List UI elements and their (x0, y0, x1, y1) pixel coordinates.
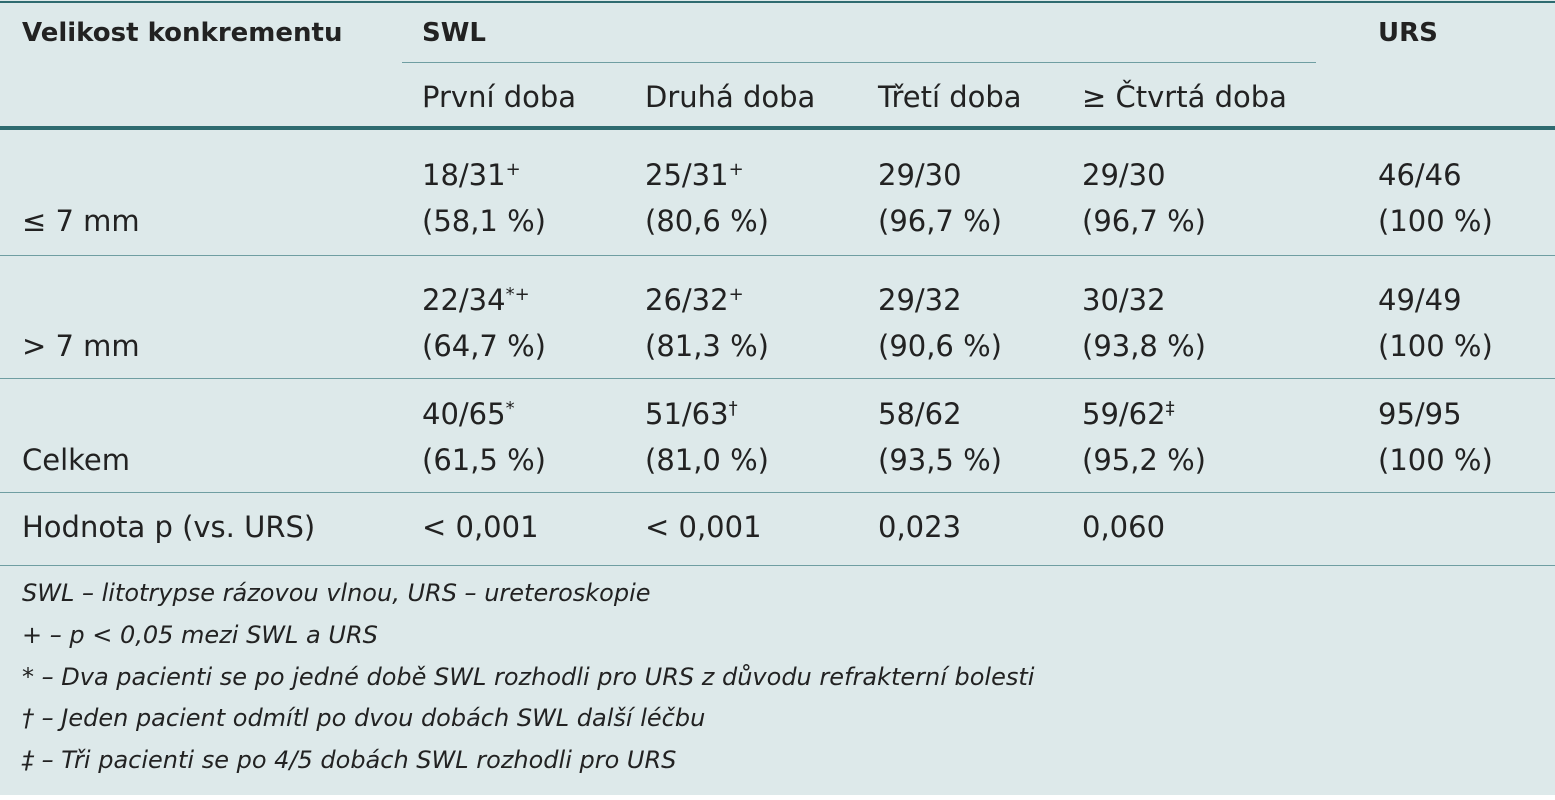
cell-percent: (64,7 %) (422, 329, 546, 363)
count: 59/62 (1082, 397, 1166, 431)
cell-count: 30/32 (1082, 283, 1166, 317)
cell-count: 59/62‡ (1082, 397, 1175, 431)
p-value: 0,023 (878, 510, 962, 544)
count: 29/30 (1082, 158, 1166, 192)
footnote: SWL – litotrypse rázovou vlnou, URS – ur… (22, 579, 651, 607)
note-mark: † (728, 398, 738, 419)
count: 51/63 (645, 397, 729, 431)
footnote: * – Dva pacienti se po jedné době SWL ro… (22, 662, 1035, 691)
count: 58/62 (878, 397, 962, 431)
footnote: ‡ – Tři pacienti se po 4/5 dobách SWL ro… (22, 746, 677, 775)
row-label: ≤ 7 mm (22, 204, 140, 238)
cell-percent: (100 %) (1378, 443, 1493, 477)
row-rule (0, 492, 1555, 493)
cell-count: 49/49 (1378, 283, 1462, 317)
count: 49/49 (1378, 283, 1462, 317)
header-rule (0, 126, 1555, 130)
note-mark: + (728, 284, 744, 305)
p-value: < 0,001 (645, 510, 762, 544)
cell-percent: (81,0 %) (645, 443, 769, 477)
count: 25/31 (645, 158, 729, 192)
cell-count: 58/62 (878, 397, 962, 431)
count: 30/32 (1082, 283, 1166, 317)
row-label: Celkem (22, 443, 130, 477)
cell-percent: (58,1 %) (422, 204, 546, 238)
row-label: Hodnota p (vs. URS) (22, 510, 316, 544)
count: 22/34 (422, 283, 506, 317)
count: 40/65 (422, 397, 506, 431)
cell-count: 51/63† (645, 397, 738, 431)
cell-percent: (100 %) (1378, 329, 1493, 363)
cell-percent: (61,5 %) (422, 443, 546, 477)
note-mark: *+ (505, 284, 530, 305)
session-header: ≥ Čtvrtá doba (1082, 80, 1287, 114)
cell-count: 40/65* (422, 397, 515, 431)
cell-count: 46/46 (1378, 158, 1462, 192)
cell-percent: (93,5 %) (878, 443, 1002, 477)
swl-underline (402, 62, 1316, 63)
count: 29/30 (878, 158, 962, 192)
count: 26/32 (645, 283, 729, 317)
footnote: + – p < 0,05 mezi SWL a URS (22, 620, 378, 649)
header-swl: SWL (422, 18, 486, 48)
session-header: Druhá doba (645, 80, 816, 114)
count: 18/31 (422, 158, 506, 192)
count: 46/46 (1378, 158, 1462, 192)
cell-count: 25/31+ (645, 158, 744, 192)
cell-count: 18/31+ (422, 158, 521, 192)
row-rule (0, 255, 1555, 256)
note-mark: ‡ (1165, 398, 1175, 419)
cell-count: 26/32+ (645, 283, 744, 317)
header-urs: URS (1378, 18, 1438, 48)
cell-count: 22/34*+ (422, 283, 530, 317)
cell-percent: (93,8 %) (1082, 329, 1206, 363)
cell-percent: (96,7 %) (1082, 204, 1206, 238)
cell-count: 29/30 (1082, 158, 1166, 192)
top-border (0, 1, 1555, 3)
cell-percent: (100 %) (1378, 204, 1493, 238)
count: 95/95 (1378, 397, 1462, 431)
cell-percent: (95,2 %) (1082, 443, 1206, 477)
cell-count: 29/30 (878, 158, 962, 192)
row-label: > 7 mm (22, 329, 140, 363)
note-mark: + (728, 159, 744, 180)
cell-percent: (90,6 %) (878, 329, 1002, 363)
cell-count: 29/32 (878, 283, 962, 317)
row-rule (0, 565, 1555, 566)
footnote: † – Jeden pacient odmítl po dvou dobách … (22, 704, 706, 733)
note-mark: * (505, 398, 515, 419)
count: 29/32 (878, 283, 962, 317)
cell-count: 95/95 (1378, 397, 1462, 431)
p-value: < 0,001 (422, 510, 539, 544)
cell-percent: (96,7 %) (878, 204, 1002, 238)
cell-percent: (80,6 %) (645, 204, 769, 238)
p-value: 0,060 (1082, 510, 1166, 544)
session-header: První doba (422, 80, 577, 114)
session-header: Třetí doba (878, 80, 1022, 114)
note-mark: + (505, 159, 521, 180)
header-size: Velikost konkrementu (22, 18, 343, 48)
row-rule (0, 378, 1555, 379)
cell-percent: (81,3 %) (645, 329, 769, 363)
